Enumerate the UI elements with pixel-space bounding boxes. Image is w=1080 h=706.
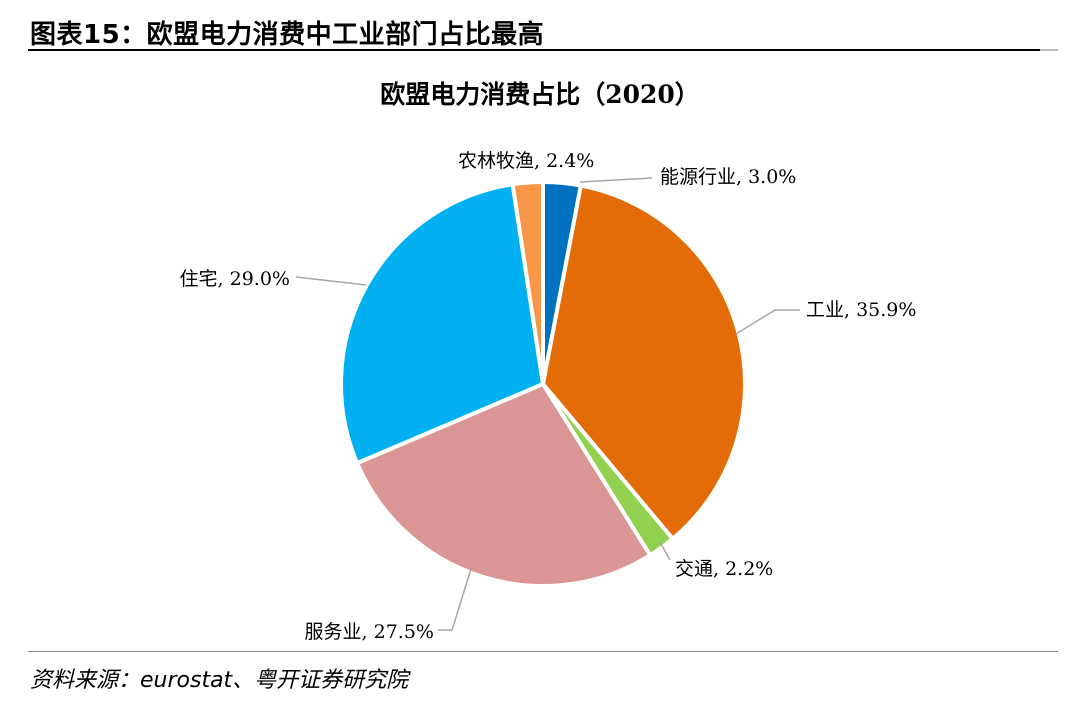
bottom-rule <box>28 651 1058 652</box>
chart-title: 欧盟电力消费占比（2020） <box>380 80 700 109</box>
slice-label-1: 能源行业, 3.0% <box>660 166 796 188</box>
pie-slice-6 <box>510 179 545 386</box>
leader-line-3 <box>659 541 671 561</box>
pie-slice-4 <box>355 382 653 588</box>
source-note: 资料来源：eurostat、粤开证券研究院 <box>30 668 409 693</box>
top-rule <box>28 49 1058 51</box>
pie-slices <box>338 179 747 588</box>
pie-slice-5 <box>338 182 545 466</box>
slice-label-6: 农林牧渔, 2.4% <box>458 150 594 172</box>
top-rule-tail <box>1040 49 1058 51</box>
leader-line-2 <box>735 309 800 335</box>
leader-lines <box>295 177 800 631</box>
figure-title: 图表15：欧盟电力消费中工业部门占比最高 <box>30 20 545 50</box>
leader-line-5 <box>295 276 367 286</box>
slice-label-4: 服务业, 27.5% <box>305 621 434 643</box>
slice-label-3: 交通, 2.2% <box>675 558 773 580</box>
slice-label-2: 工业, 35.9% <box>806 299 916 321</box>
leader-line-4 <box>438 565 473 631</box>
leader-line-1 <box>579 177 653 183</box>
slice-labels: 能源行业, 3.0% 工业, 35.9% 交通, 2.2% 服务业, 27.5% 住宅,… <box>180 150 917 643</box>
slice-label-5: 住宅, 29.0% <box>180 268 290 290</box>
